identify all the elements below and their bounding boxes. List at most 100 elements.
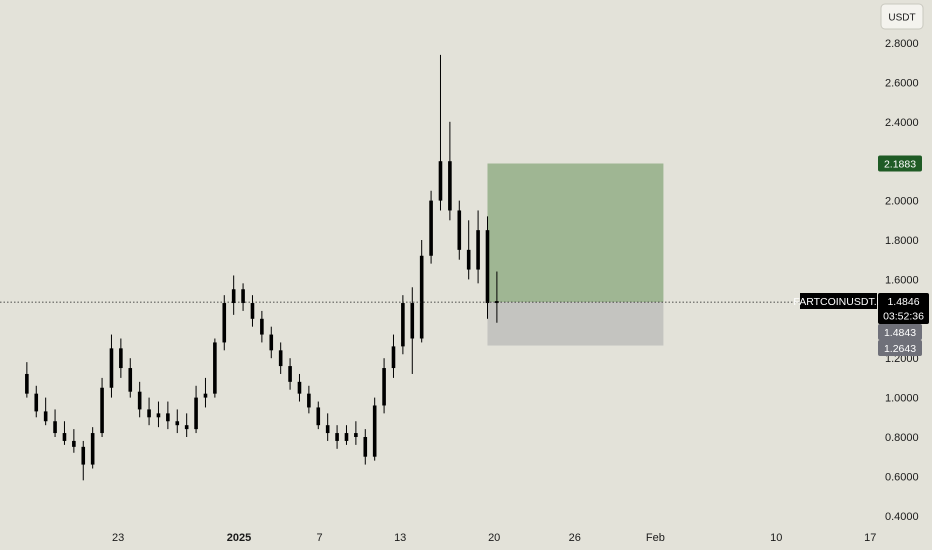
candle	[419, 240, 424, 343]
candle-body	[325, 425, 330, 434]
candle-body	[222, 303, 227, 343]
candle-body	[401, 303, 405, 347]
candle-body	[231, 289, 236, 304]
stop-price-label: 1.2643	[878, 340, 922, 356]
target-price-text: 2.1883	[884, 159, 916, 171]
candle	[203, 377, 208, 408]
candle-body	[485, 230, 490, 304]
candle-body	[72, 440, 76, 447]
candle-body	[203, 393, 208, 398]
candle	[156, 401, 161, 428]
y-tick-label: 0.8000	[885, 432, 919, 444]
candle	[100, 377, 104, 437]
y-axis[interactable]: 2.80002.60002.40002.20002.00001.80001.60…	[885, 38, 919, 523]
candle-body	[260, 318, 264, 335]
candle-body	[250, 303, 255, 319]
y-tick-label: 2.0000	[885, 196, 919, 208]
candle-body	[495, 301, 499, 304]
candle-body	[269, 334, 274, 351]
x-tick-label: 7	[317, 532, 323, 544]
candle	[53, 409, 57, 437]
position-zones	[487, 163, 664, 346]
candle-body	[448, 161, 452, 211]
candle-body	[241, 289, 245, 304]
candle	[109, 334, 114, 398]
candle-body	[382, 368, 386, 406]
y-tick-label: 1.6000	[885, 274, 919, 286]
x-tick-label: 23	[112, 532, 124, 544]
candle-body	[297, 381, 302, 394]
y-tick-label: 1.2000	[885, 353, 919, 365]
candle	[297, 373, 302, 402]
candle-body	[128, 368, 133, 392]
candle	[260, 310, 264, 343]
x-tick-label: 2025	[227, 532, 251, 544]
candle-body	[184, 425, 189, 430]
candle-body	[457, 210, 462, 250]
candle-body	[34, 393, 39, 412]
candle	[72, 429, 76, 453]
y-tick-label: 0.4000	[885, 511, 919, 523]
last-price-text: 1.4846	[887, 296, 919, 308]
candle	[213, 338, 217, 398]
candle	[335, 425, 339, 449]
y-tick-label: 1.8000	[885, 235, 919, 247]
candle	[325, 413, 330, 441]
candle-body	[81, 446, 86, 465]
candle	[410, 287, 415, 374]
candle	[62, 421, 67, 445]
candle	[25, 362, 29, 398]
candle-body	[62, 433, 67, 441]
candle-body	[438, 161, 443, 201]
candle-body	[119, 348, 123, 369]
candle	[448, 121, 452, 221]
candle	[269, 326, 274, 359]
candle	[194, 385, 198, 434]
candle	[147, 397, 151, 426]
candle	[278, 342, 283, 374]
y-tick-label: 1.0000	[885, 393, 919, 405]
candle	[466, 220, 471, 280]
candle	[485, 216, 490, 319]
candle-body	[476, 230, 480, 270]
candle	[438, 54, 443, 211]
x-axis[interactable]: 23 2025 7 13 20 26 Feb 10 17	[112, 532, 876, 544]
last-price-label: 1.4846 03:52:36	[878, 293, 929, 324]
candle	[137, 381, 142, 418]
candle	[241, 283, 245, 311]
candle	[382, 358, 386, 414]
candle	[307, 385, 311, 414]
candle	[401, 295, 405, 355]
candle	[81, 440, 86, 481]
loss-zone	[487, 302, 664, 346]
candle-body	[194, 397, 198, 430]
x-tick-label: 20	[488, 532, 500, 544]
candle	[175, 409, 180, 434]
candle-body	[354, 433, 358, 437]
entry-price-text: 1.4843	[884, 327, 916, 339]
x-tick-label: 17	[864, 532, 876, 544]
y-tick-label: 2.8000	[885, 38, 919, 50]
stop-price-text: 1.2643	[884, 343, 916, 355]
candle-body	[278, 350, 283, 367]
candle-body	[429, 200, 433, 256]
candle-body	[372, 405, 377, 457]
countdown-text: 03:52:36	[883, 311, 924, 323]
candle-body	[419, 255, 424, 339]
candle-body	[43, 411, 48, 422]
candle	[222, 295, 227, 351]
candle-body	[410, 303, 415, 339]
candle-body	[25, 373, 29, 394]
candle	[90, 427, 95, 469]
x-tick-label: Feb	[646, 532, 665, 544]
unit-selector[interactable]: USDT	[880, 3, 924, 30]
candle-body	[90, 433, 95, 465]
candle	[457, 200, 462, 260]
candle	[316, 401, 321, 430]
candle	[495, 271, 499, 323]
symbol-label[interactable]: FARTCOINUSDT.P	[793, 293, 884, 309]
candle	[128, 358, 133, 398]
candle-body	[109, 348, 114, 388]
